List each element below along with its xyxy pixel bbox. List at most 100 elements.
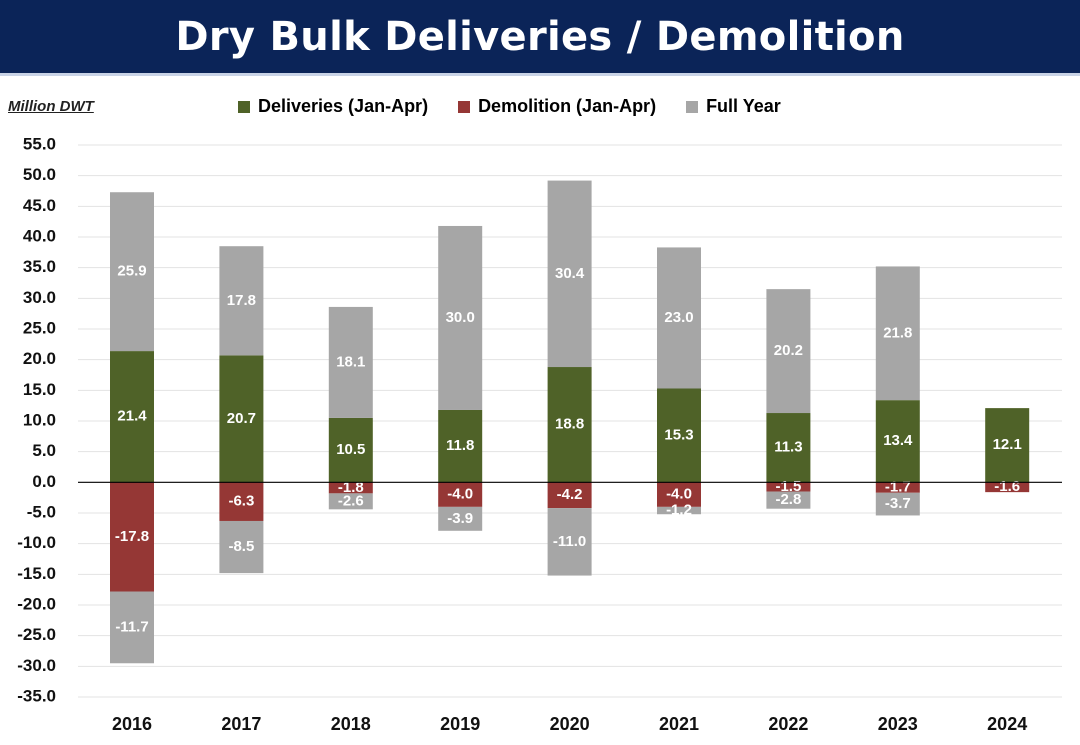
full-year-positive-bar xyxy=(875,266,920,401)
full-year-positive-bar xyxy=(438,225,483,410)
deliveries-bar xyxy=(875,400,920,483)
full-year-positive-data-label: 30.4 xyxy=(555,265,585,282)
title-banner: Dry Bulk Deliveries / Demolition xyxy=(0,0,1080,76)
demolition-data-label: -4.0 xyxy=(447,486,473,503)
y-tick-label: 50.0 xyxy=(23,165,56,184)
y-tick-label: 5.0 xyxy=(32,441,56,460)
full-year-positive-bar xyxy=(766,289,811,414)
y-tick-label: 30.0 xyxy=(23,288,56,307)
legend-item-demolition: Demolition (Jan-Apr) xyxy=(458,96,656,117)
deliveries-bar xyxy=(328,417,373,483)
unit-label: Million DWT xyxy=(8,98,94,115)
deliveries-data-label: 11.8 xyxy=(446,437,474,454)
y-tick-label: 25.0 xyxy=(23,318,56,337)
full-year-positive-data-label: 17.8 xyxy=(227,292,256,309)
demolition-bar xyxy=(438,482,483,507)
y-tick-label: -15.0 xyxy=(17,564,56,583)
full-year-positive-data-label: 23.0 xyxy=(664,309,693,326)
y-tick-label: 45.0 xyxy=(23,196,56,215)
full-year-negative-bar xyxy=(219,520,264,574)
full-year-negative-bar xyxy=(110,591,154,664)
full-year-negative-bar xyxy=(875,492,920,516)
demolition-data-label: -1.6 xyxy=(994,478,1020,495)
x-tick-label: 2016 xyxy=(112,714,152,734)
x-tick-label: 2021 xyxy=(659,714,699,734)
full-year-negative-data-label: -3.9 xyxy=(447,510,473,527)
y-tick-label: 10.0 xyxy=(23,410,56,429)
demolition-bar xyxy=(657,482,701,507)
demolition-data-label: -4.0 xyxy=(666,486,692,503)
full-year-positive-bar xyxy=(657,247,701,389)
y-tick-label: 55.0 xyxy=(23,134,56,153)
full-year-negative-bar xyxy=(328,493,373,510)
x-tick-label: 2020 xyxy=(550,714,590,734)
deliveries-data-label: 18.8 xyxy=(555,416,584,433)
deliveries-data-label: 10.5 xyxy=(336,441,365,458)
demolition-data-label: -4.2 xyxy=(557,486,583,503)
x-tick-label: 2022 xyxy=(768,714,808,734)
y-tick-label: -25.0 xyxy=(17,625,56,644)
demolition-bar xyxy=(547,482,592,509)
x-tick-label: 2019 xyxy=(440,714,480,734)
deliveries-data-label: 21.4 xyxy=(117,408,147,425)
full-year-positive-bar xyxy=(219,246,264,356)
full-year-negative-data-label: -3.7 xyxy=(885,495,911,512)
x-tick-label: 2024 xyxy=(987,714,1027,734)
legend-swatch-full-year xyxy=(686,100,699,113)
full-year-positive-data-label: 21.8 xyxy=(883,324,912,341)
full-year-positive-bar xyxy=(547,180,592,368)
full-year-negative-data-label: -11.0 xyxy=(553,533,586,550)
x-tick-label: 2018 xyxy=(331,714,371,734)
legend-item-deliveries: Deliveries (Jan-Apr) xyxy=(238,96,428,117)
full-year-positive-data-label: 18.1 xyxy=(336,353,365,370)
legend-swatch-demolition xyxy=(458,100,471,113)
y-tick-label: -35.0 xyxy=(17,686,56,705)
y-tick-label: -30.0 xyxy=(17,656,56,675)
y-tick-label: 40.0 xyxy=(23,226,56,245)
y-tick-label: -20.0 xyxy=(17,594,56,613)
y-tick-label: -10.0 xyxy=(17,533,56,552)
legend: Deliveries (Jan-Apr) Demolition (Jan-Apr… xyxy=(238,96,781,117)
full-year-positive-data-label: 30.0 xyxy=(446,309,475,326)
full-year-positive-data-label: 25.9 xyxy=(117,263,146,280)
full-year-negative-data-label: -2.6 xyxy=(338,492,364,509)
demolition-bar xyxy=(110,482,154,592)
legend-label-full-year: Full Year xyxy=(706,96,781,116)
x-tick-label: 2023 xyxy=(878,714,918,734)
demolition-data-label: -17.8 xyxy=(115,528,149,545)
full-year-negative-bar xyxy=(766,491,811,509)
legend-label-deliveries: Deliveries (Jan-Apr) xyxy=(258,96,429,116)
deliveries-bar xyxy=(219,355,264,483)
deliveries-data-label: 11.3 xyxy=(774,439,802,456)
full-year-negative-data-label: -2.8 xyxy=(775,491,801,508)
deliveries-data-label: 20.7 xyxy=(227,410,256,427)
x-tick-label: 2017 xyxy=(221,714,261,734)
deliveries-bar xyxy=(657,388,701,483)
demolition-bar xyxy=(219,482,264,521)
deliveries-bar xyxy=(110,351,154,483)
full-year-negative-data-label: -8.5 xyxy=(228,538,254,555)
deliveries-bar xyxy=(547,367,592,483)
full-year-positive-bar xyxy=(110,192,154,352)
deliveries-bar xyxy=(438,409,483,483)
full-year-negative-bar xyxy=(657,506,701,515)
full-year-positive-bar xyxy=(328,306,373,418)
deliveries-bar xyxy=(985,408,1030,483)
deliveries-data-label: 15.3 xyxy=(664,426,693,443)
demolition-bar xyxy=(766,482,811,492)
demolition-data-label: -6.3 xyxy=(228,493,254,510)
demolition-bar xyxy=(875,482,920,493)
full-year-negative-data-label: -1.2 xyxy=(666,502,692,519)
demolition-bar xyxy=(328,482,373,494)
deliveries-bar xyxy=(766,413,811,483)
full-year-negative-bar xyxy=(438,506,483,531)
y-tick-label: 15.0 xyxy=(23,380,56,399)
page-title: Dry Bulk Deliveries / Demolition xyxy=(175,13,905,60)
demolition-bar xyxy=(985,482,1030,493)
deliveries-data-label: 12.1 xyxy=(993,436,1022,453)
y-tick-label: 20.0 xyxy=(23,349,56,368)
full-year-positive-data-label: 20.2 xyxy=(774,342,803,359)
legend-item-full-year: Full Year xyxy=(686,96,781,117)
demolition-data-label: -1.8 xyxy=(338,479,364,496)
